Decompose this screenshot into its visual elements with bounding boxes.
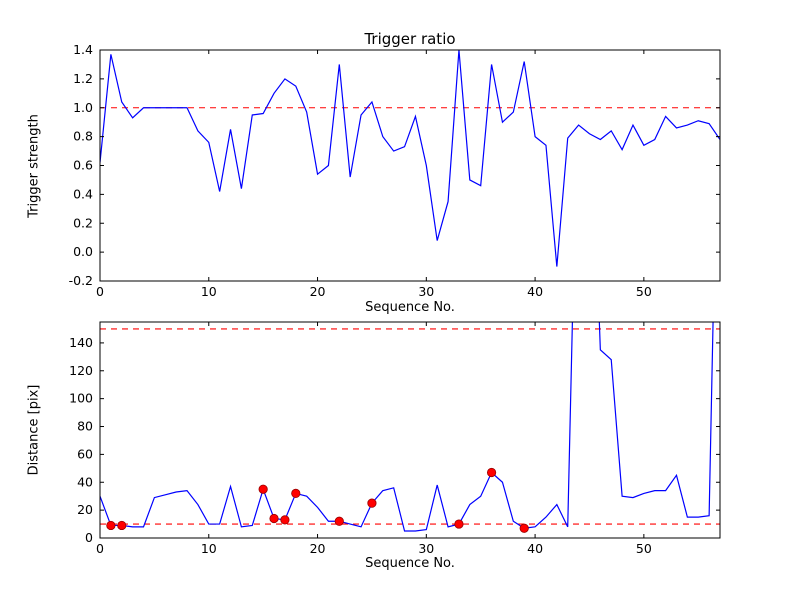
trigger-marker [280,515,290,525]
y-tick-label: 0.6 [73,158,93,173]
bottom-y-axis-label: Distance [pix] [26,384,42,476]
trigger-marker [334,516,344,526]
x-tick-label: 20 [310,541,326,556]
y-tick-label: 1.4 [73,42,93,57]
y-tick-label: 60 [77,446,93,461]
x-tick-label: 50 [636,284,652,299]
y-tick-label: 1.2 [73,71,93,86]
x-tick-label: 0 [96,284,104,299]
top-x-axis-label: Sequence No. [365,300,455,315]
trigger-marker [269,513,279,524]
x-tick-label: 10 [201,541,217,556]
trigger-marker [106,520,116,531]
y-tick-label: 120 [69,363,93,378]
x-tick-label: 10 [201,284,217,299]
bottom-x-axis-label: Sequence No. [365,556,455,571]
y-tick-label: 100 [69,391,93,406]
trigger-marker [258,484,268,494]
y-tick-label: 140 [69,335,93,350]
series-line [100,50,720,267]
axes-frame [99,49,721,282]
y-tick-label: 40 [77,474,93,489]
trigger-marker [117,520,127,531]
axes-frame [99,321,721,539]
y-tick-label: 0.8 [73,129,93,144]
chart-title: Trigger ratio [364,30,456,48]
y-tick-label: 1.0 [73,100,93,115]
x-tick-label: 20 [310,284,326,299]
y-tick-label: 20 [77,502,93,517]
x-tick-label: 50 [636,541,652,556]
x-tick-label: 40 [527,541,543,556]
x-tick-label: 0 [96,541,104,556]
y-tick-label: 0 [85,530,93,545]
trigger-marker [454,519,464,529]
x-tick-label: 30 [418,284,434,299]
trigger-marker [291,488,301,499]
y-tick-label: -0.2 [69,273,93,288]
y-tick-label: 80 [77,419,93,434]
top-y-axis-label: Trigger strength [26,114,42,218]
y-tick-label: 0.0 [73,244,93,259]
trigger-marker [367,498,377,508]
x-tick-label: 30 [418,541,434,556]
trigger-marker [519,523,529,533]
y-tick-label: 0.4 [73,186,93,201]
y-tick-label: 0.2 [73,215,93,230]
x-tick-label: 40 [527,284,543,299]
trigger-marker [486,467,497,478]
series-line [100,322,714,532]
